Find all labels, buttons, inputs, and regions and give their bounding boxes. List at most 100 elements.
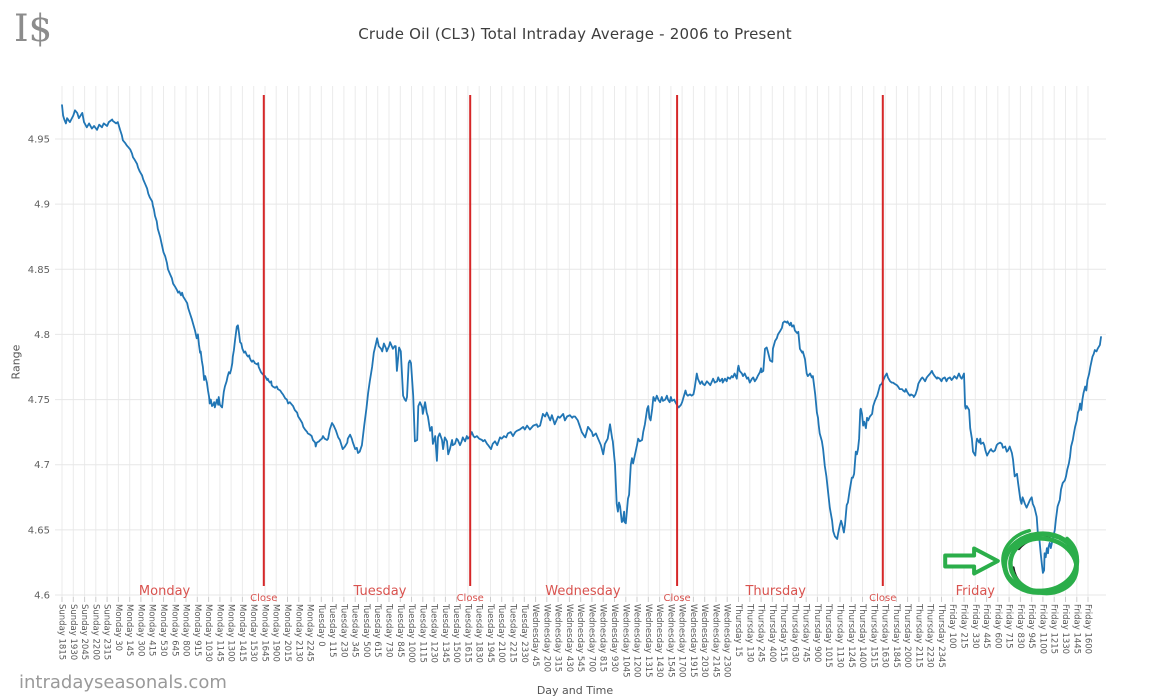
x-tick-label: Thursday 1130 xyxy=(835,603,845,668)
x-tick-label: Wednesday 200 xyxy=(541,604,551,672)
x-tick-label: Tuesday 615 xyxy=(372,603,382,658)
x-tick-label: Wednesday 2145 xyxy=(711,604,721,678)
x-tick-label: Tuesday 845 xyxy=(395,603,405,658)
x-tick-label: Wednesday 1545 xyxy=(665,604,675,678)
y-tick-label: 4.95 xyxy=(28,135,50,146)
x-tick-label: Friday 1100 xyxy=(1037,604,1047,654)
green-arrow-icon xyxy=(943,546,1000,576)
x-tick-label: Thursday 245 xyxy=(756,603,766,662)
x-tick-label: Monday 1530 xyxy=(248,604,258,662)
x-tick-label: Thursday 15 xyxy=(733,603,743,657)
x-tick-label: Tuesday 1230 xyxy=(429,603,439,663)
x-tick-label: Monday 2015 xyxy=(282,604,292,662)
site-logo: I$ xyxy=(14,7,53,50)
x-tick-label: Tuesday 2100 xyxy=(496,603,506,663)
x-tick-label: Friday 1215 xyxy=(1049,604,1059,654)
x-tick-label: Wednesday 315 xyxy=(553,604,563,672)
x-tick-label: Friday 330 xyxy=(970,604,980,649)
x-tick-label: Thursday 2000 xyxy=(902,603,912,668)
x-tick-label: Monday 415 xyxy=(147,604,157,656)
x-tick-label: Monday 1900 xyxy=(271,604,281,662)
y-tick-label: 4.65 xyxy=(28,525,50,536)
x-tick-label: Sunday 2200 xyxy=(90,604,100,660)
x-tick-label: Friday 445 xyxy=(981,604,991,649)
x-tick-label: Wednesday 1700 xyxy=(677,604,687,678)
chart-title: Crude Oil (CL3) Total Intraday Average -… xyxy=(358,25,792,43)
x-tick-label: Sunday 1815 xyxy=(57,604,67,660)
y-tick-label: 4.8 xyxy=(34,330,50,341)
x-tick-label: Monday 1145 xyxy=(214,604,224,662)
x-tick-label: Thursday 1245 xyxy=(846,603,856,668)
x-axis-title: Day and Time xyxy=(536,684,614,697)
x-tick-label: Tuesday 1000 xyxy=(406,603,416,663)
x-tick-label: Tuesday 1830 xyxy=(474,603,484,663)
y-tick-label: 4.75 xyxy=(28,395,50,406)
x-tick-label: Wednesday 1045 xyxy=(620,604,630,678)
x-tick-label: Wednesday 545 xyxy=(575,604,585,672)
day-label-tuesday: Tuesday xyxy=(353,584,407,599)
x-tick-label: Tuesday 1115 xyxy=(417,603,427,663)
x-tick-label: Monday 2245 xyxy=(305,604,315,662)
x-tick-label: Wednesday 1915 xyxy=(688,604,698,678)
x-tick-label: Wednesday 700 xyxy=(586,604,596,672)
x-tick-label: Tuesday 500 xyxy=(361,603,371,658)
x-tick-label: Thursday 1400 xyxy=(857,603,867,668)
x-tick-label: Thursday 515 xyxy=(778,603,788,662)
hand-drawn-annotations xyxy=(943,527,1080,596)
day-label-wednesday: Wednesday xyxy=(545,584,621,599)
x-tick-label: Monday 800 xyxy=(181,604,191,656)
x-tick-label: Monday 915 xyxy=(192,604,202,656)
x-tick-label: Sunday 2315 xyxy=(102,604,112,660)
x-tick-label: Thursday 745 xyxy=(801,603,811,662)
y-tick-label: 4.6 xyxy=(34,591,50,602)
close-label: Close xyxy=(869,593,896,604)
y-tick-label: 4.9 xyxy=(34,200,50,211)
x-tick-labels: Sunday 1815 Sunday 1930 Sunday 2045 Sunday … xyxy=(57,597,1093,678)
x-tick-label: Thursday 1015 xyxy=(823,603,833,668)
day-labels: Monday Tuesday Wednesday Thursday Friday xyxy=(139,584,995,599)
day-label-thursday: Thursday xyxy=(744,584,806,599)
x-tick-label: Thursday 630 xyxy=(789,603,799,662)
x-tick-label: Friday 600 xyxy=(992,604,1002,649)
x-tick-label: Monday 30 xyxy=(113,604,123,651)
close-label: Close xyxy=(250,593,277,604)
x-tick-label: Tuesday 1500 xyxy=(451,603,461,663)
y-axis-title: Range xyxy=(9,344,23,380)
x-tick-label: Wednesday 2300 xyxy=(722,604,732,678)
horizontal-gridlines xyxy=(55,138,1106,596)
x-tick-label: Wednesday 430 xyxy=(564,604,574,672)
x-tick-label: Thursday 1515 xyxy=(868,603,878,668)
close-markers: Close Close Close Close xyxy=(250,95,896,604)
x-tick-label: Wednesday 2030 xyxy=(699,604,709,678)
x-tick-label: Tuesday 230 xyxy=(338,603,348,658)
x-tick-label: Monday 645 xyxy=(169,604,179,656)
x-tick-label: Tuesday 2330 xyxy=(519,603,529,663)
y-tick-label: 4.85 xyxy=(28,265,50,276)
x-tick-label: Friday 1330 xyxy=(1060,604,1070,654)
x-tick-label: Thursday 2345 xyxy=(936,603,946,668)
x-tick-label: Friday 715 xyxy=(1004,604,1014,649)
x-tick-label: Monday 300 xyxy=(135,604,145,656)
average-line-series xyxy=(61,104,1102,574)
x-tick-label: Friday 100 xyxy=(947,604,957,649)
x-tick-label: Thursday 400 xyxy=(767,603,777,662)
x-tick-label: Sunday 2045 xyxy=(79,604,89,660)
x-tick-label: Thursday 1845 xyxy=(891,603,901,668)
x-tick-label: Thursday 900 xyxy=(812,603,822,662)
day-label-monday: Monday xyxy=(139,584,191,599)
x-tick-label: Tuesday 345 xyxy=(350,603,360,658)
x-tick-label: Wednesday 930 xyxy=(609,604,619,672)
x-tick-label: Monday 2130 xyxy=(293,604,303,662)
y-tick-labels: 4.6 4.65 4.7 4.75 4.8 4.85 4.9 4.95 xyxy=(28,135,50,602)
day-label-friday: Friday xyxy=(956,584,996,599)
x-tick-label: Tuesday 1615 xyxy=(462,603,472,663)
x-tick-label: Tuesday 730 xyxy=(384,603,394,658)
x-tick-label: Wednesday 1200 xyxy=(632,604,642,678)
x-tick-label: Friday 1600 xyxy=(1083,604,1093,654)
watermark: intradayseasonals.com xyxy=(19,672,227,693)
x-tick-label: Tuesday 1345 xyxy=(440,603,450,663)
x-tick-label: Friday 1445 xyxy=(1071,604,1081,654)
x-tick-label: Sunday 1930 xyxy=(68,604,78,660)
